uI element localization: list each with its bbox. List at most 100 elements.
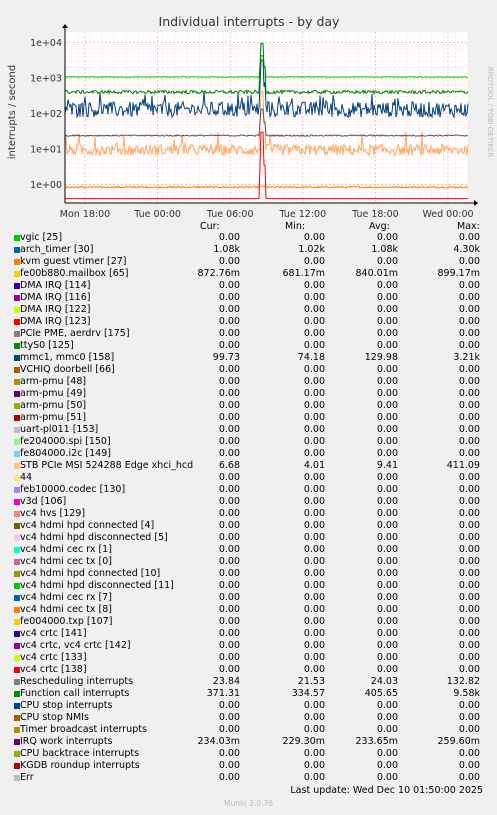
legend-max-value: 0.00 [458,484,480,495]
legend-row: vc4 hdmi hpd disconnected [5] 0.00 0.00 0.0… [0,532,497,544]
legend-avg-value: 0.00 [376,400,398,411]
legend-max-value: 0.00 [458,412,480,423]
legend-row: DMA IRQ [114] 0.00 0.00 0.00 0.00 [0,280,497,292]
legend-cur-value: 0.00 [218,520,240,531]
legend-row: arm-pmu [51] 0.00 0.00 0.00 0.00 [0,412,497,424]
legend-min-value: 0.00 [303,760,325,771]
y-tick-label: 1e+02 [30,109,62,120]
legend-min-value: 0.00 [303,724,325,735]
series-line [64,108,469,137]
legend-avg-value: 9.41 [376,460,398,471]
legend-avg-value: 0.00 [376,664,398,675]
legend-avg-value: 0.00 [376,448,398,459]
legend-min-value: 4.01 [303,460,325,471]
legend-max-value: 0.00 [458,400,480,411]
legend-cur-value: 0.00 [218,652,240,663]
legend-swatch [14,391,20,397]
legend-row: feb10000.codec [130] 0.00 0.00 0.00 0.00 [0,484,497,496]
legend-swatch [14,667,20,673]
legend-avg-value: 0.00 [376,544,398,555]
legend-cur-value: 0.00 [218,280,240,291]
legend-label: arm-pmu [50] [20,400,87,411]
legend-max-value: 0.00 [458,232,480,243]
legend-avg-value: 840.01m [355,268,399,279]
legend-min-value: 334.57 [291,688,325,699]
legend-max-value: 0.00 [458,640,480,651]
legend-avg-value: 0.00 [376,724,398,735]
legend-max-value: 0.00 [458,280,480,291]
legend-swatch [14,631,20,637]
legend-min-value: 1.02k [298,244,325,255]
legend-avg-value: 0.00 [376,280,398,291]
legend-label: IRQ work interrupts [20,736,113,747]
legend-label: KGDB roundup interrupts [20,760,140,771]
legend-avg-value: 0.00 [376,436,398,447]
legend-row: vc4 hdmi cec tx [0] 0.00 0.00 0.00 0.00 [0,556,497,568]
legend-row: STB PCIe MSI 524288 Edge xhci_hcd 6.68 4.0… [0,460,497,472]
legend-row: Timer broadcast interrupts 0.00 0.00 0.00 0.… [0,724,497,736]
legend-cur-value: 99.73 [212,352,240,363]
legend-row: vc4 hvs [129] 0.00 0.00 0.00 0.00 [0,508,497,520]
legend-swatch [14,367,20,373]
x-tick-label: Tue 12:00 [278,209,326,220]
legend-min-value: 0.00 [303,412,325,423]
legend-max-value: 0.00 [458,376,480,387]
series-line [64,91,469,158]
legend-cur-value: 0.00 [218,628,240,639]
legend-max-value: 132.82 [446,676,480,687]
legend-row: vc4 crtc [141] 0.00 0.00 0.00 0.00 [0,628,497,640]
legend-swatch [14,739,20,745]
legend-avg-value: 0.00 [376,508,398,519]
legend-row: vc4 hdmi hpd connected [4] 0.00 0.00 0.00 0.… [0,520,497,532]
legend-max-value: 0.00 [458,628,480,639]
legend-avg-value: 0.00 [376,556,398,567]
legend-avg-value: 0.00 [376,292,398,303]
legend-label: kvm guest vtimer [27] [20,256,127,267]
legend-label: DMA IRQ [122] [20,304,91,315]
legend-avg-value: 0.00 [376,232,398,243]
legend-row: ttyS0 [125] 0.00 0.00 0.00 0.00 [0,340,497,352]
legend-swatch [14,583,20,589]
legend-label: arm-pmu [51] [20,412,87,423]
legend-min-value: 0.00 [303,496,325,507]
legend-cur-value: 23.84 [212,676,240,687]
legend-row: fe204000.spi [150] 0.00 0.00 0.00 0.00 [0,436,497,448]
legend-avg-value: 1.08k [371,244,398,255]
legend-min-value: 0.00 [303,592,325,603]
legend-row: fe00b880.mailbox [65] 872.76m 681.17m 840.0… [0,268,497,280]
legend-avg-value: 24.03 [370,676,398,687]
legend-swatch [14,415,20,421]
legend-row: fe804000.i2c [149] 0.00 0.00 0.00 0.00 [0,448,497,460]
legend-row: kvm guest vtimer [27] 0.00 0.00 0.00 0.00 [0,256,497,268]
legend-max-value: 0.00 [458,340,480,351]
legend-swatch [14,679,20,685]
legend-label: vgic [25] [20,232,63,243]
legend-swatch [14,307,20,313]
legend-min-value: 0.00 [303,664,325,675]
legend-swatch [14,595,20,601]
legend-label: fe804000.i2c [149] [20,448,111,459]
legend-cur-value: 0.00 [218,604,240,615]
legend-cur-value: 0.00 [218,316,240,327]
x-tick-label: Tue 00:00 [133,209,181,220]
legend-row: IRQ work interrupts 234.03m 229.30m 233.65m… [0,736,497,748]
legend-row: arm-pmu [50] 0.00 0.00 0.00 0.00 [0,400,497,412]
legend-cur-value: 0.00 [218,256,240,267]
legend-max-value: 9.58k [453,688,480,699]
legend-avg-value: 0.00 [376,652,398,663]
legend-row: v3d [106] 0.00 0.00 0.00 0.00 [0,496,497,508]
series-line [65,131,468,200]
legend-row: arm-pmu [48] 0.00 0.00 0.00 0.00 [0,376,497,388]
legend-label: feb10000.codec [130] [20,484,126,495]
legend-cur-value: 0.00 [218,664,240,675]
legend-cur-value: 0.00 [218,508,240,519]
legend-min-value: 0.00 [303,304,325,315]
y-tick-label: 1e+00 [30,180,62,191]
legend-max-value: 0.00 [458,592,480,603]
legend-label: PCIe PME, aerdrv [175] [20,328,130,339]
legend-min-value: 0.00 [303,340,325,351]
legend-label: 44 [20,472,33,483]
legend-min-value: 0.00 [303,508,325,519]
legend-cur-value: 0.00 [218,712,240,723]
legend-swatch [14,319,20,325]
